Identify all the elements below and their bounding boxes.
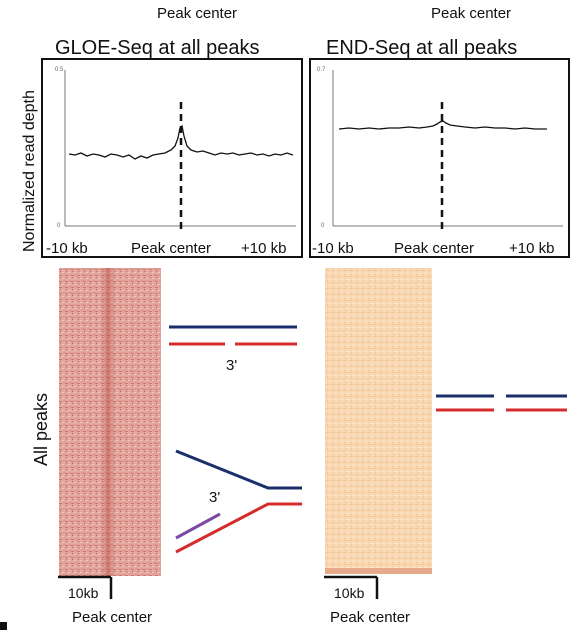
flap-top-strand [175,449,302,490]
gloe-seq-profile-plot: 0.5 0 [55,67,296,233]
flap-schematic [175,449,302,554]
flap-3prime-label: 3' [209,489,221,506]
end-seq-profile-plot: 0.7 0 [317,67,563,233]
end-y-top-tick: 0.7 [317,67,326,73]
flap-primer-strand [175,512,221,540]
gloe-x-tick-right: +10 kb [241,240,287,257]
end-x-tick-left: -10 kb [312,240,354,257]
end-seq-title: END-Seq at all peaks [323,38,521,58]
gloe-x-tick-center: Peak center [131,240,212,257]
peak-center-top-label-left: Peak center [157,5,238,22]
gloe-bottom-label: Peak center [72,609,153,626]
gloe-y-bottom-tick: 0 [57,223,61,229]
nick-3prime-label: 3' [226,357,238,374]
flap-bottom-strand [175,502,302,554]
end-seq-profile-panel [309,58,570,258]
y-axis-label: Normalized read depth [21,90,38,252]
peak-center-top-label-right: Peak center [431,5,512,22]
gloe-seq-title: GLOE-Seq at all peaks [52,38,263,58]
gloe-seq-heatmap [59,268,161,576]
gloe-scale-bar [58,575,113,599]
gloe-x-tick-left: -10 kb [46,240,88,257]
end-seq-heatmap [325,268,432,574]
end-x-tick-right: +10 kb [509,240,555,257]
end-scale-bar [324,575,379,599]
end-scale-label: 10kb [334,585,365,601]
end-y-bottom-tick: 0 [321,223,325,229]
gloe-seq-profile-panel [41,58,303,258]
end-profile-line [338,120,547,130]
gloe-scale-label: 10kb [68,585,99,601]
dsb-schematic [436,394,567,412]
end-bottom-label: Peak center [330,609,411,626]
end-x-tick-center: Peak center [394,240,475,257]
gloe-y-top-tick: 0.5 [55,67,64,73]
nick-schematic [169,325,297,346]
gloe-profile-line [68,124,294,160]
all-peaks-label: All peaks [31,392,51,466]
corner-mark [0,622,7,630]
